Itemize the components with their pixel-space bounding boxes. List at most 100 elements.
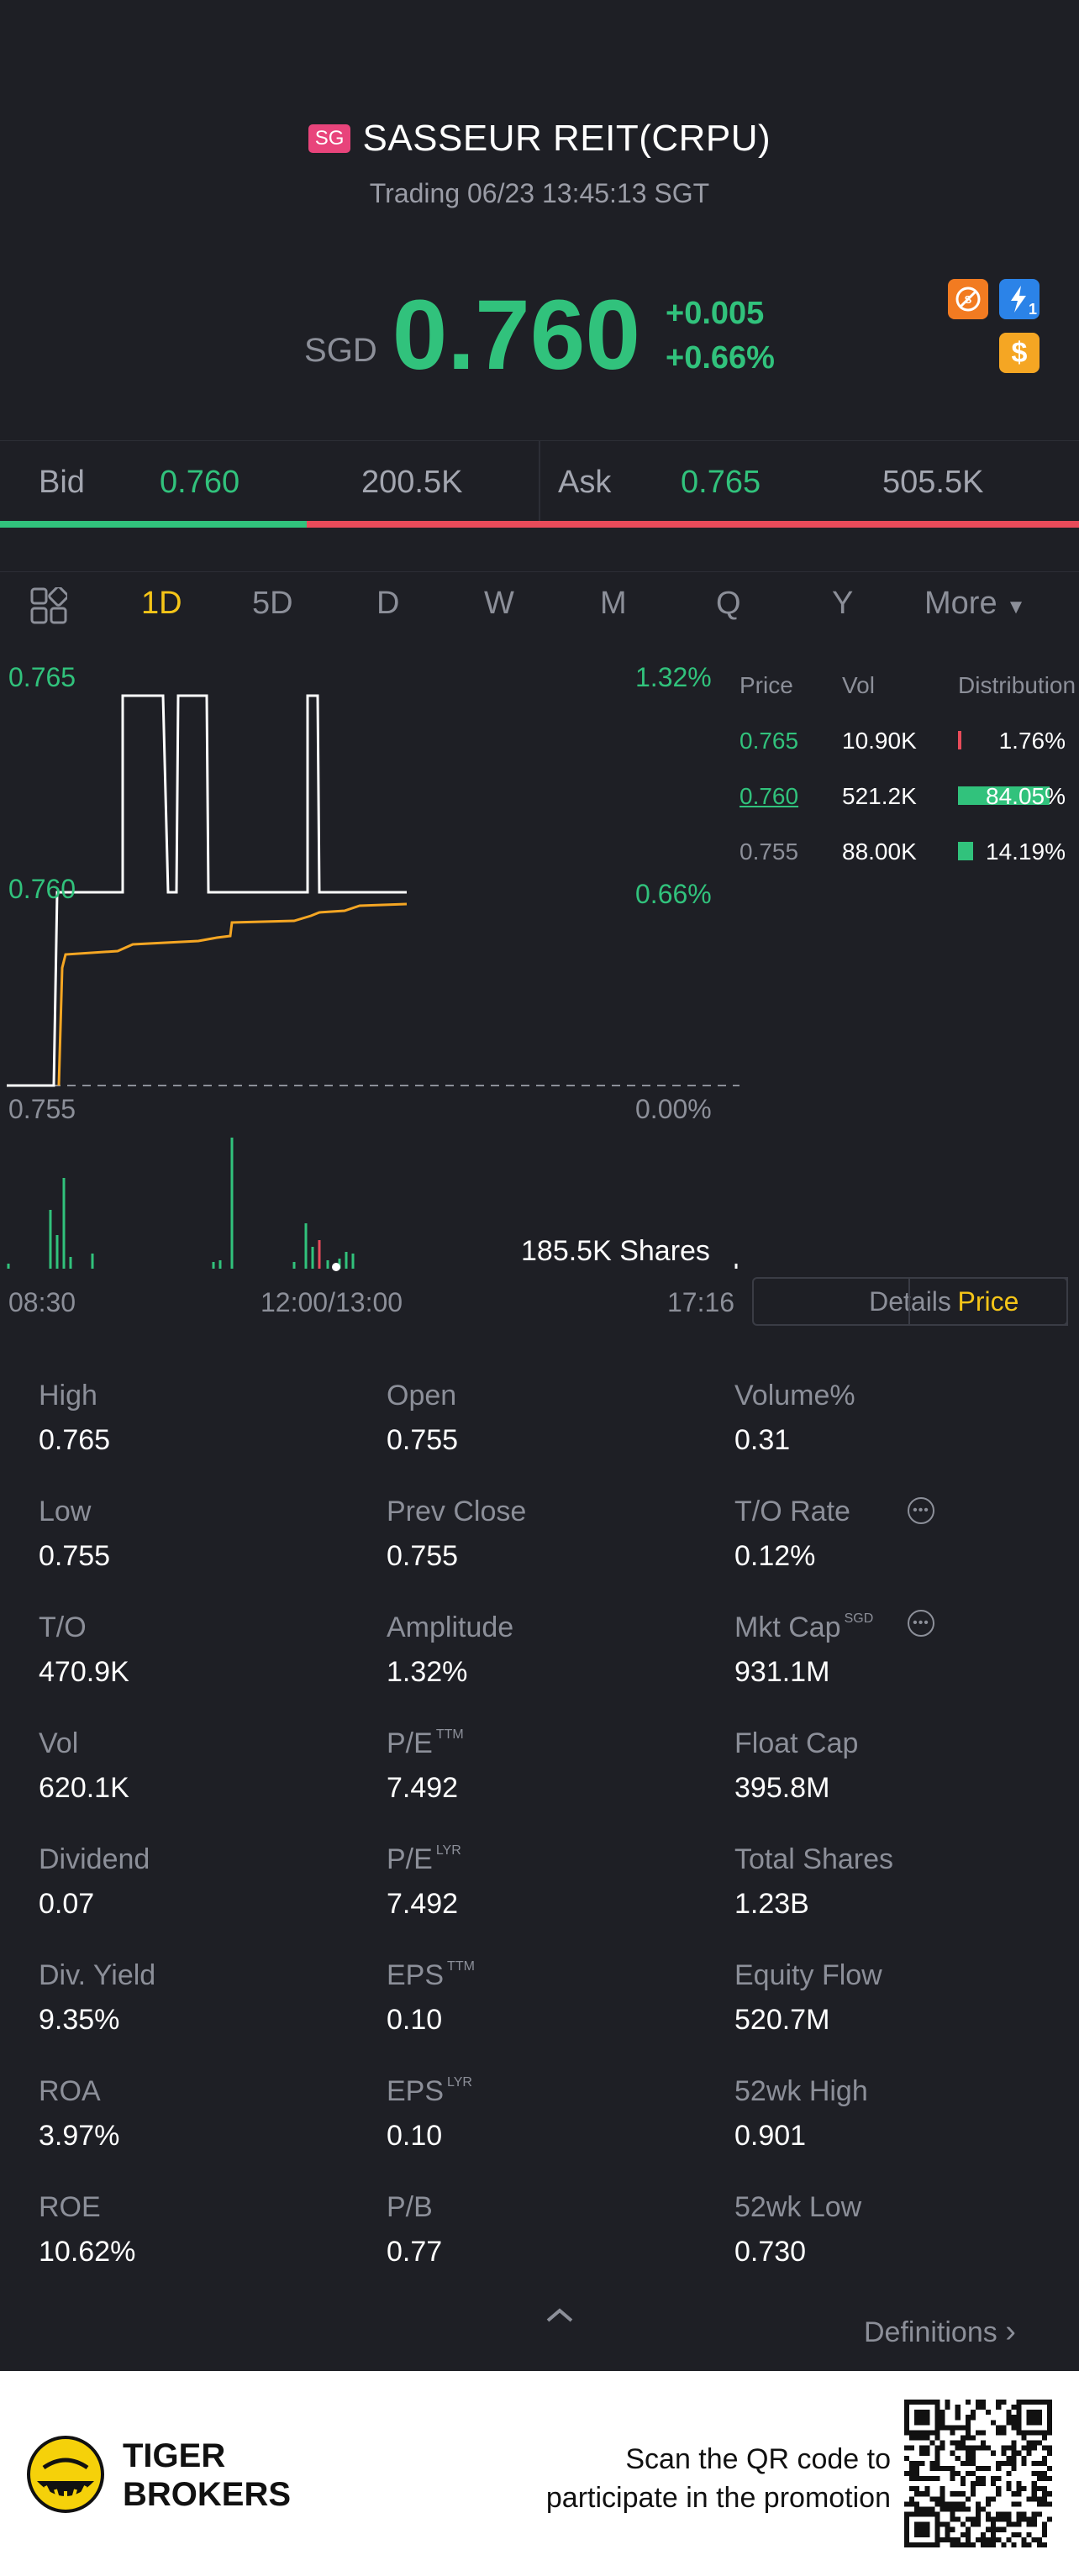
qr-code[interactable] <box>904 2400 1052 2547</box>
x-axis-start: 08:30 <box>8 1287 76 1317</box>
bid-strength-bar <box>0 521 307 528</box>
bid-ask-bar: Bid 0.760 200.5K Ask 0.765 505.5K <box>0 440 1079 522</box>
pv-row-bar <box>958 842 973 860</box>
lightning-badge: 1 <box>1028 301 1037 318</box>
stat-item: Div. Yield 9.35% <box>39 1959 155 2037</box>
stat-item: 52wk Low 0.730 <box>734 2191 861 2268</box>
stat-label: ROE <box>39 2191 135 2224</box>
stat-value: 520.7M <box>734 2004 830 2036</box>
price-line <box>7 694 407 1087</box>
stat-item: Prev Close 0.755 <box>387 1496 526 1573</box>
tab-w[interactable]: W <box>484 586 514 621</box>
layout-grid-icon[interactable] <box>30 587 67 624</box>
pv-row-dist: 1.76% <box>998 728 1066 754</box>
svg-text:S: S <box>965 293 972 306</box>
pv-row-bar <box>958 731 961 749</box>
pv-row-vol: 10.90K <box>842 728 917 754</box>
stat-label: Equity Flow <box>734 1959 882 1992</box>
stat-value: 470.9K <box>39 1656 129 1688</box>
currency-label: SGD <box>304 332 377 369</box>
dollar-icon[interactable]: $ <box>999 333 1040 373</box>
stat-item: Total Shares 1.23B <box>734 1843 893 1921</box>
stat-value: 0.755 <box>387 1540 459 1572</box>
no-short-icon[interactable]: S <box>948 279 988 319</box>
stat-label-text: P/E <box>387 1727 433 1759</box>
ask-strength-bar <box>307 521 1079 528</box>
promo-footer: TIGER BROKERS Scan the QR code to partic… <box>0 2371 1079 2576</box>
stat-value: 0.765 <box>39 1424 111 1456</box>
intraday-chart[interactable] <box>0 655 748 1294</box>
stat-label: High <box>39 1380 110 1412</box>
stat-label-text: Total Shares <box>734 1843 893 1875</box>
tab-d[interactable]: D <box>376 586 400 621</box>
brand-line-2: BROKERS <box>123 2476 292 2513</box>
stat-label-text: Volume% <box>734 1380 855 1412</box>
tab-y[interactable]: Y <box>832 586 854 621</box>
stat-label-text: 52wk High <box>734 2075 868 2107</box>
stat-label-text: Dividend <box>39 1843 150 1875</box>
stat-label-text: 52wk Low <box>734 2191 862 2223</box>
stat-value: 0.12% <box>734 1540 816 1572</box>
y-axis-mid-price: 0.760 <box>8 874 76 904</box>
brand-name: TIGER BROKERS <box>123 2437 291 2514</box>
to-rate-info-icon[interactable]: ••• <box>908 1497 934 1524</box>
ask-volume: 505.5K <box>882 465 984 500</box>
stat-item: Open 0.755 <box>387 1380 458 1457</box>
stat-label-text: Prev Close <box>387 1496 527 1527</box>
stat-label-text: T/O Rate <box>734 1496 850 1527</box>
volume-bars <box>7 1138 738 1271</box>
market-badge: SG <box>308 124 351 153</box>
stat-value: 0.901 <box>734 2120 807 2152</box>
stat-value: 7.492 <box>387 1772 459 1804</box>
chevron-right-icon: › <box>1005 2314 1016 2349</box>
stat-label: Open <box>387 1380 458 1412</box>
stat-value: 10.62% <box>39 2236 136 2268</box>
stat-item: Low 0.755 <box>39 1496 110 1573</box>
stat-item: EPS LYR 0.10 <box>387 2075 472 2153</box>
brand-line-1: TIGER <box>123 2437 226 2474</box>
bid-ask-divider <box>539 441 540 522</box>
mkt-cap-info-icon[interactable]: ••• <box>908 1610 934 1637</box>
stat-item: Mkt Cap SGD 931.1M <box>734 1611 873 1689</box>
stock-title: SASSEUR REIT(CRPU) <box>362 118 771 159</box>
stat-label-text: Low <box>39 1496 92 1527</box>
stat-label: EPS TTM <box>387 1959 475 1992</box>
pv-row-dist: 84.05% <box>986 783 1066 809</box>
stat-value: 3.97% <box>39 2120 120 2152</box>
chevron-up-icon[interactable] <box>543 2302 576 2327</box>
stat-item: P/E LYR 7.492 <box>387 1843 461 1921</box>
tab-1d[interactable]: 1D <box>141 586 182 621</box>
stat-label-text: Vol <box>39 1727 79 1759</box>
price-change: +0.005 <box>666 296 765 331</box>
promo-line-1: Scan the QR code to <box>625 2443 891 2475</box>
stat-item: 52wk High 0.901 <box>734 2075 868 2153</box>
stat-item: T/O Rate 0.12% <box>734 1496 850 1573</box>
tab-m[interactable]: M <box>600 586 627 621</box>
stat-item: Vol 620.1K <box>39 1727 129 1805</box>
stat-item: Volume% 0.31 <box>734 1380 855 1457</box>
stat-label-text: P/E <box>387 1843 433 1875</box>
stat-label-text: Open <box>387 1380 457 1412</box>
period-tabs: 1D 5D D W M Q Y More ▼ <box>0 571 1079 639</box>
tab-more[interactable]: More ▼ <box>924 586 1026 622</box>
stat-label-text: Equity Flow <box>734 1959 882 1991</box>
tab-price[interactable]: Price <box>908 1277 1068 1326</box>
stat-value: 0.07 <box>39 1888 95 1920</box>
tab-5d[interactable]: 5D <box>252 586 293 621</box>
stat-label-text: High <box>39 1380 97 1412</box>
title-row: SG SASSEUR REIT(CRPU) <box>0 118 1079 160</box>
definitions-link[interactable]: Definitions › <box>864 2314 1016 2350</box>
tab-q[interactable]: Q <box>716 586 741 621</box>
trading-status: Trading 06/23 13:45:13 SGT <box>369 178 710 208</box>
promo-line-2: participate in the promotion <box>545 2482 891 2514</box>
y-axis-mid-pct: 0.66% <box>635 879 712 909</box>
pv-row-vol: 88.00K <box>842 839 917 865</box>
price-change-pct: +0.66% <box>666 340 775 376</box>
quote-row: SGD 0.760 +0.005 +0.66% <box>0 286 1079 385</box>
pv-row-bar <box>958 786 1050 805</box>
stat-label: EPS LYR <box>387 2075 472 2108</box>
lightning-icon[interactable]: 1 <box>999 279 1040 319</box>
y-axis-top-price: 0.765 <box>8 662 76 692</box>
stat-label-text: P/B <box>387 2191 433 2223</box>
pv-header-price: Price <box>740 672 793 698</box>
